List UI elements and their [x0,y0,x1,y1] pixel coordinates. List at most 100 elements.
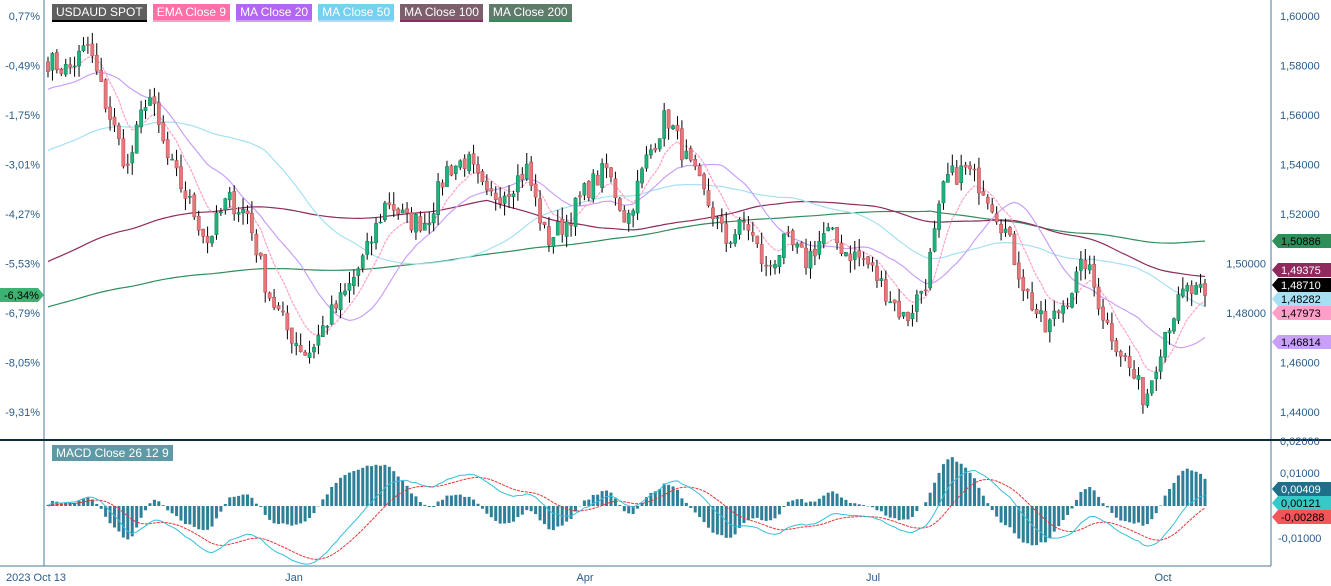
candle [711,201,715,227]
candle-body [547,226,551,246]
candle [445,160,449,187]
legend-ma-100[interactable]: MA Close 100 [400,4,483,22]
macd-histogram-bar [804,502,808,506]
last-value-tag-bg [1272,335,1331,349]
candle [1145,388,1150,408]
candle [99,57,104,83]
macd-histogram-bar [1061,506,1065,520]
candle-body [875,265,879,281]
legend-ema-9[interactable]: EMA Close 9 [152,4,231,22]
candle-body [830,227,835,230]
candle [737,217,742,240]
legend-usdaud-spot[interactable]: USDAUD SPOT [52,4,147,22]
candle-body [1110,323,1114,342]
macd-histogram-bar [1008,506,1012,528]
candle [440,179,445,196]
candle [857,238,862,267]
candle-body [152,96,157,105]
candle-body [365,241,370,255]
candle-body [866,256,870,265]
candle-body [697,165,702,177]
macd-histogram-bar [529,506,533,512]
macd-histogram-bar [844,499,848,506]
macd-histogram-bar [702,506,706,523]
candle-body [316,334,321,346]
candle [999,219,1003,241]
macd-histogram-bar [157,501,161,506]
macd-histogram-bar [817,498,821,506]
macd-histogram-bar [1159,505,1163,506]
candle [826,222,831,232]
candle-body [946,173,950,183]
legend-ma-50[interactable]: MA Close 50 [318,4,395,22]
candle [649,144,653,159]
candle-body [861,258,866,260]
macd-histogram-bar [179,506,183,521]
legend-ma-200[interactable]: MA Close 200 [488,4,572,22]
candle-body [263,254,268,293]
legend-macd[interactable]: MACD Close 26 12 9 [52,445,173,461]
candle [586,180,591,202]
candle [400,203,405,214]
candle [946,162,950,183]
candle [963,161,968,175]
legend-ma-20[interactable]: MA Close 20 [236,4,313,22]
candle [347,271,352,303]
candle-body [250,213,254,234]
candle-body [378,221,383,224]
candle [551,237,556,254]
candle-body [977,167,981,194]
candle-body [915,294,919,312]
candle [462,154,467,177]
candle [582,182,587,201]
candle-body [1198,283,1203,288]
candle [214,205,219,240]
macd-histogram-bar [423,504,427,506]
candle-body [356,268,361,276]
last-value-tag: 1,46814 [1272,335,1331,349]
candle-body [990,204,995,213]
candle [719,208,724,233]
candle [289,327,294,354]
candle-body [835,227,839,243]
candle-body [937,203,941,230]
candle [1096,277,1101,316]
last-value-tag-bg [1272,292,1331,306]
candle-body [343,290,347,295]
candle [653,143,658,153]
macd-histogram-bar [1101,503,1105,506]
macd-histogram-bar [476,503,480,506]
candle-body [59,69,64,74]
candle [915,289,919,323]
candle-body [511,193,516,198]
macd-histogram-bar [649,492,653,506]
candle-body [1185,285,1190,292]
candle-body [188,196,192,198]
macd-histogram-bar [383,464,387,506]
candle [728,240,733,249]
right-tick-label: 1,48000 [1226,308,1266,320]
left-tick-label: 0,77% [9,11,40,23]
candle [1030,281,1034,312]
macd-value-tag: 0,00409 [1272,482,1331,496]
macd-histogram-bar [503,506,507,524]
macd-histogram-bar [542,506,546,525]
candle [125,153,130,174]
x-tick-label: 2023 Oct 13 [6,572,66,584]
candle [90,32,95,64]
candle-body [236,212,241,215]
candle [196,210,201,236]
candle [502,191,507,216]
macd-histogram-bar [671,486,675,506]
candle [352,269,356,295]
candle-body [396,208,401,215]
candle-body [551,237,556,248]
last-value-tag: 1,47973 [1272,306,1331,320]
macd-value-tag-bg [1272,496,1331,510]
candle [901,311,906,319]
macd-histogram-bar [587,499,591,506]
candle [609,167,613,183]
candle [343,283,347,297]
candle-body [817,241,822,255]
